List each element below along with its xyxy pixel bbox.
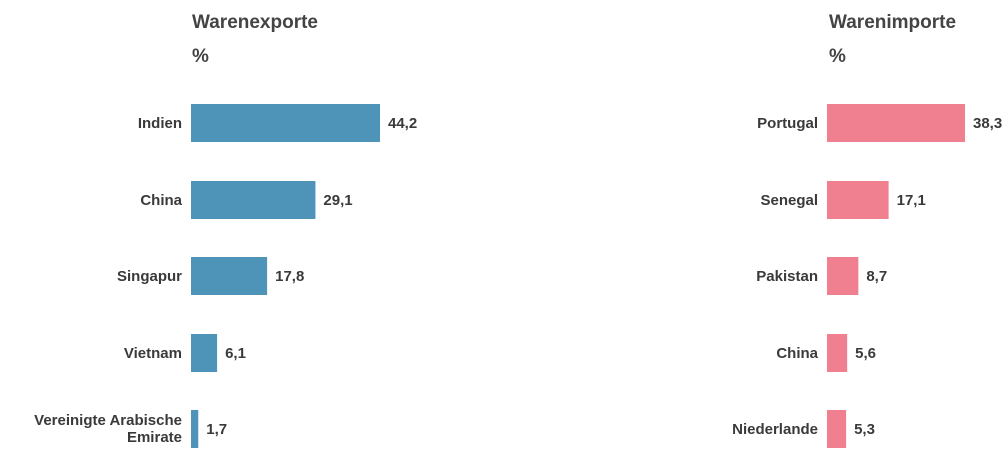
imports-category-label-3: Pakistan [756, 268, 818, 285]
exports-category-label-2: China [140, 192, 182, 209]
exports-category-label-4: Vietnam [124, 345, 182, 362]
exports-bar-3 [191, 257, 268, 295]
imports-title: Warenimporte [829, 12, 957, 33]
imports-bar-5 [827, 410, 847, 448]
exports-bar-1 [191, 104, 380, 142]
imports-category-label-5: Niederlande [732, 421, 818, 438]
imports-value-label-4: 5,6 [855, 345, 876, 362]
exports-value-label-4: 6,1 [225, 345, 246, 362]
imports-bar-4 [827, 334, 848, 372]
exports-value-label-1: 44,2 [388, 115, 417, 132]
imports-category-label-1: Portugal [757, 115, 818, 132]
exports-bar-2 [191, 181, 316, 219]
exports-bar-4 [191, 334, 218, 372]
imports-unit: % [829, 46, 846, 67]
exports-value-label-5: 1,7 [206, 421, 227, 438]
imports-value-label-2: 17,1 [897, 192, 926, 209]
imports-value-label-5: 5,3 [854, 421, 875, 438]
imports-value-label-3: 8,7 [866, 268, 887, 285]
imports-value-label-1: 38,3 [973, 115, 1002, 132]
exports-category-label-1: Indien [138, 115, 182, 132]
imports-bar-2 [827, 181, 889, 219]
exports-value-label-2: 29,1 [323, 192, 352, 209]
exports-title: Warenexporte [192, 12, 318, 33]
imports-bar-3 [827, 257, 859, 295]
exports-category-label-3: Singapur [117, 268, 182, 285]
imports-category-label-4: China [776, 345, 818, 362]
imports-bar-1 [827, 104, 965, 142]
imports-category-label-2: Senegal [760, 192, 818, 209]
exports-bar-5 [191, 410, 199, 448]
exports-unit: % [192, 46, 209, 67]
exports-value-label-3: 17,8 [275, 268, 304, 285]
exports-category-label-5: Vereinigte Arabische Emirate [34, 412, 182, 446]
